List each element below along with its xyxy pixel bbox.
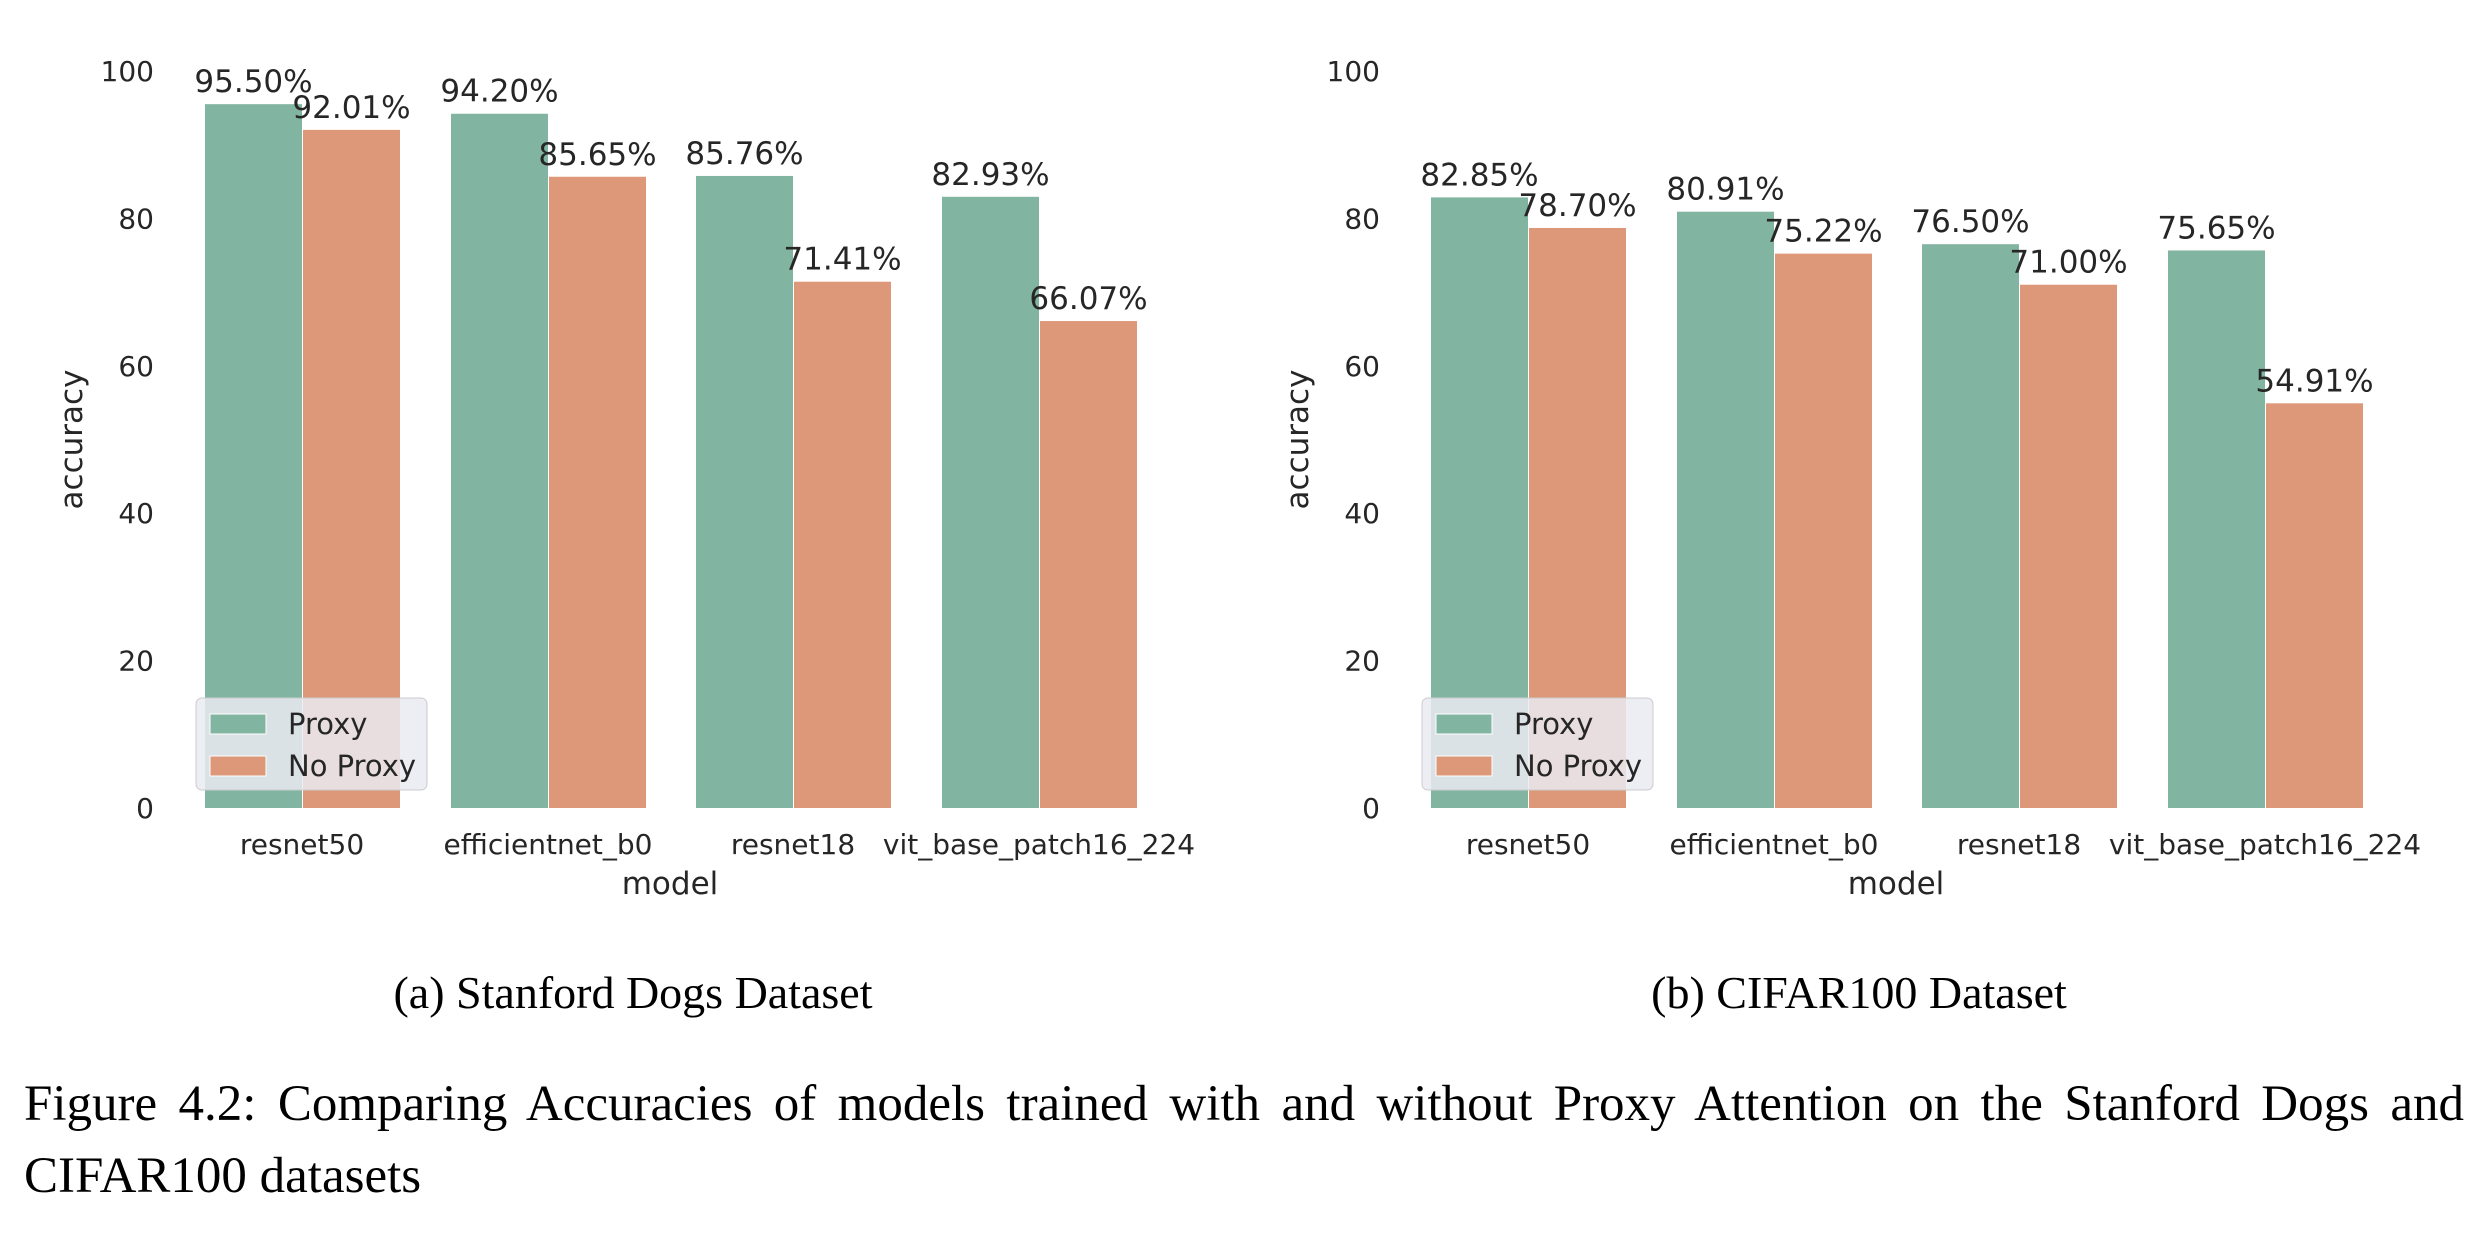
bar-value-label: 66.07%: [1029, 281, 1147, 317]
bar-value-label: 71.00%: [2009, 245, 2127, 281]
bar-no-proxy: [2020, 284, 2117, 809]
bar-no-proxy: [1040, 321, 1137, 808]
bar-value-label: 85.76%: [685, 136, 803, 172]
bar-proxy: [205, 104, 302, 809]
y-tick-label: 80: [118, 202, 154, 235]
x-axis-label: model: [622, 866, 719, 902]
y-tick-label: 0: [1362, 792, 1380, 825]
y-tick-label: 20: [1344, 645, 1380, 678]
figure-caption: Figure 4.2: Comparing Accuracies of mode…: [24, 1076, 2464, 1204]
bar-proxy: [1677, 211, 1774, 808]
legend-swatch-proxy: [209, 713, 267, 735]
bar-proxy: [696, 175, 793, 809]
legend-swatch-no-proxy: [1435, 755, 1493, 777]
legend-label-no-proxy: No Proxy: [288, 749, 416, 783]
bar-proxy: [1922, 244, 2019, 808]
y-tick-label: 60: [1344, 350, 1380, 383]
bar-value-label: 80.91%: [1666, 172, 1784, 208]
bar-value-label: 76.50%: [1911, 204, 2029, 240]
y-tick-label: 100: [101, 55, 154, 88]
x-tick-label: efficientnet_b0: [1670, 828, 1879, 861]
x-tick-label: efficientnet_b0: [444, 828, 653, 861]
x-tick-label: vit_base_patch16_224: [883, 828, 1195, 861]
bar-proxy: [942, 196, 1039, 808]
bar-proxy: [2168, 250, 2265, 809]
bar-value-label: 92.01%: [292, 90, 410, 126]
y-tick-label: 100: [1327, 55, 1380, 88]
y-axis-label: accuracy: [1280, 370, 1316, 510]
bar-value-label: 82.85%: [1420, 157, 1538, 193]
bar-no-proxy: [549, 176, 646, 808]
chart-panel-2: 0 20 40 60 80 100 accuracy 82.85%78.70% resnet50…: [1280, 55, 2421, 1018]
bar-value-label: 95.50%: [194, 64, 312, 100]
y-tick-label: 80: [1344, 202, 1380, 235]
y-tick-label: 60: [118, 350, 154, 383]
legend-swatch-no-proxy: [209, 755, 267, 777]
y-tick-label: 0: [136, 792, 154, 825]
legend-label-no-proxy: No Proxy: [1514, 749, 1642, 783]
legend-label-proxy: Proxy: [288, 707, 367, 741]
bar-value-label: 94.20%: [440, 74, 558, 110]
legend-label-proxy: Proxy: [1514, 707, 1593, 741]
x-tick-label: resnet18: [1957, 828, 2081, 861]
bar-proxy: [451, 113, 548, 809]
subcaption: (b) CIFAR100 Dataset: [1651, 967, 2067, 1018]
bar-value-label: 71.41%: [783, 242, 901, 278]
bar-no-proxy: [794, 281, 891, 808]
chart-panel-1: 0 20 40 60 80 100 accuracy 95.50%92.01% resnet50…: [54, 55, 1195, 1018]
bar-value-label: 78.70%: [1518, 188, 1636, 224]
legend: Proxy No Proxy: [195, 697, 428, 791]
bar-value-label: 75.22%: [1764, 214, 1882, 250]
subcaption: (a) Stanford Dogs Dataset: [393, 967, 872, 1018]
y-axis-label: accuracy: [54, 370, 90, 510]
y-tick-label: 40: [118, 497, 154, 530]
bar-no-proxy: [303, 129, 400, 809]
bar-no-proxy: [1775, 253, 1872, 808]
bar-value-label: 82.93%: [931, 157, 1049, 193]
x-axis-label: model: [1848, 866, 1945, 902]
bar-value-label: 54.91%: [2255, 363, 2373, 399]
x-tick-label: resnet18: [731, 828, 855, 861]
x-tick-label: resnet50: [1466, 828, 1590, 861]
bar-value-label: 85.65%: [538, 137, 656, 173]
bar-no-proxy: [2266, 403, 2363, 808]
bar-value-label: 75.65%: [2157, 210, 2275, 246]
y-tick-label: 20: [118, 645, 154, 678]
legend-swatch-proxy: [1435, 713, 1493, 735]
y-tick-label: 40: [1344, 497, 1380, 530]
x-tick-label: resnet50: [240, 828, 364, 861]
x-tick-label: vit_base_patch16_224: [2109, 828, 2421, 861]
legend: Proxy No Proxy: [1421, 697, 1654, 791]
